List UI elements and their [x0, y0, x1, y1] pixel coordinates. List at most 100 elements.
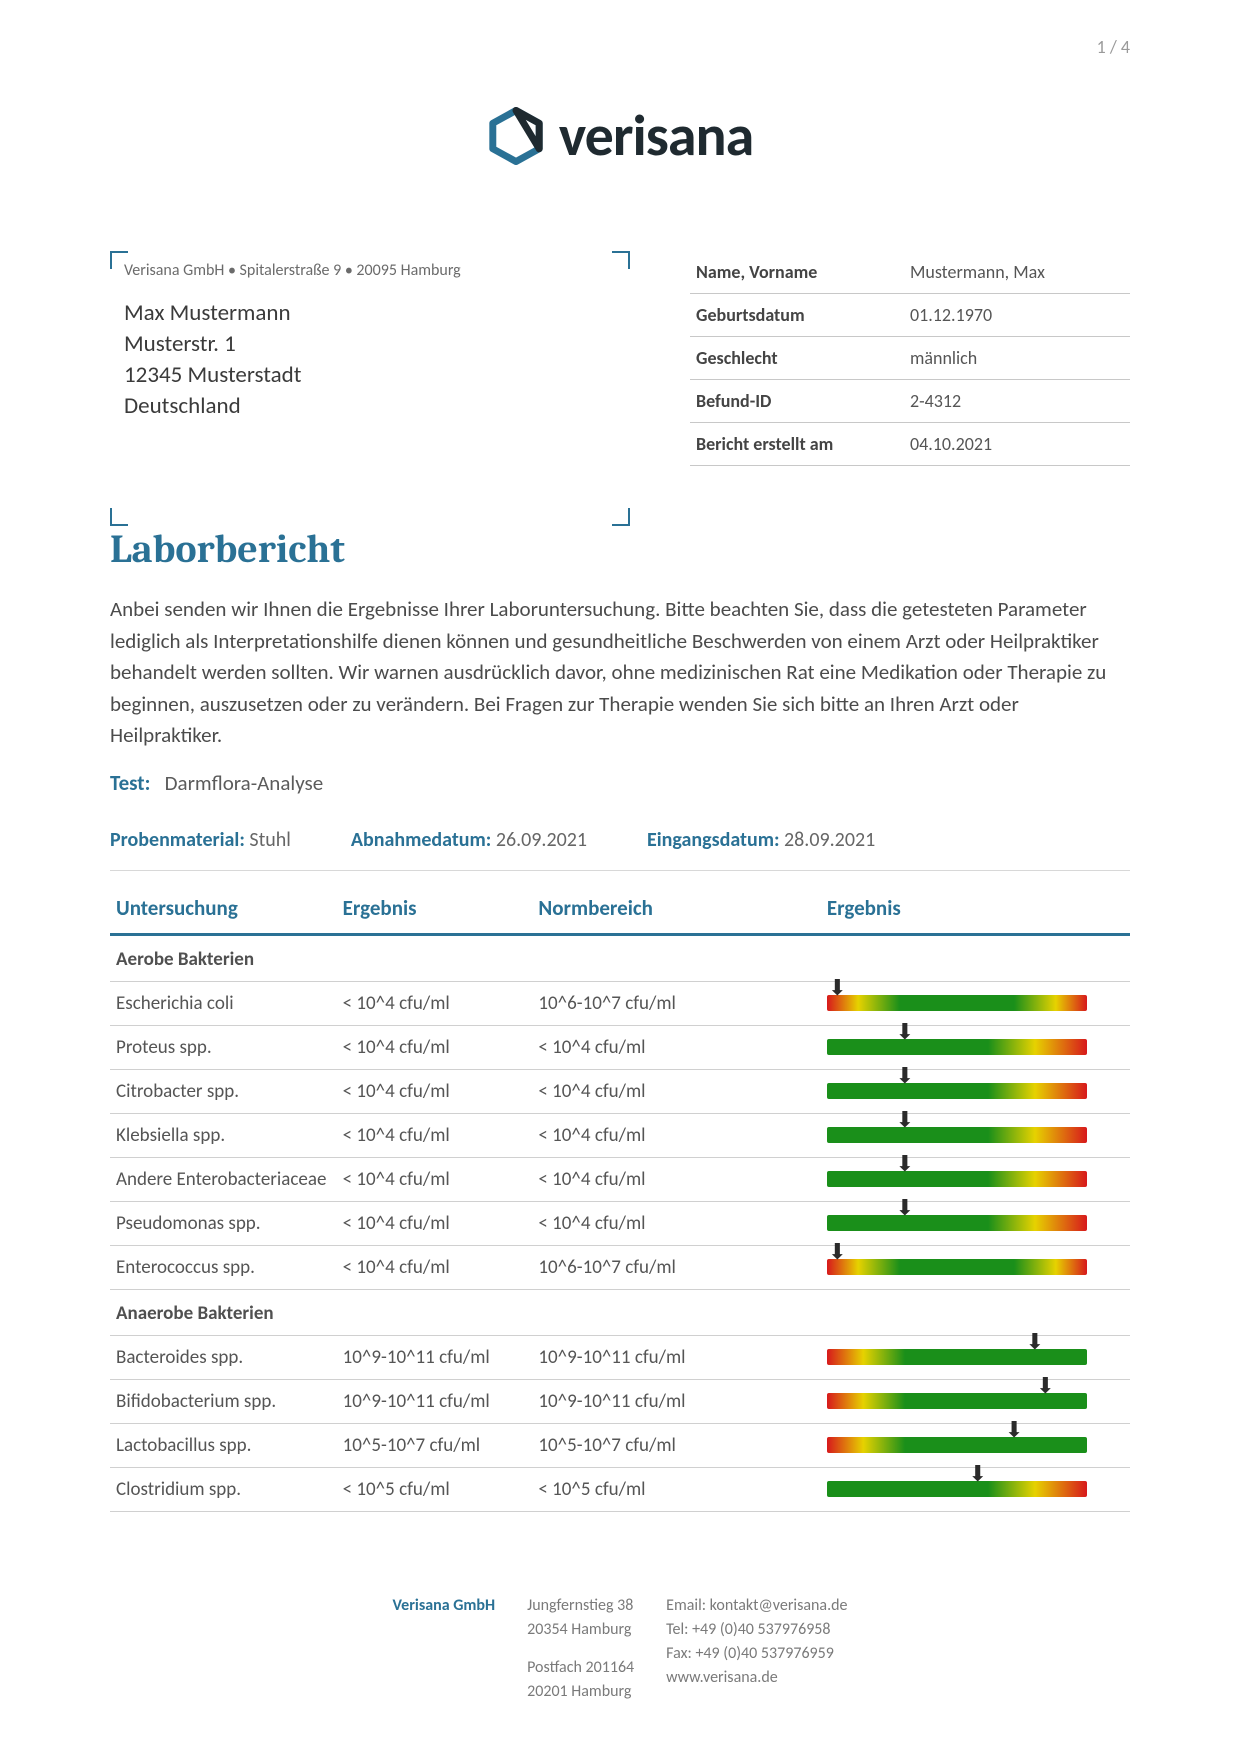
param-name: Escherichia coli	[110, 981, 337, 1025]
param-result: < 10^4 cfu/ml	[337, 1069, 533, 1113]
param-gauge-cell: ⬇	[821, 1245, 1130, 1289]
info-label: Geburtsdatum	[696, 304, 910, 326]
info-value: Mustermann, Max	[910, 261, 1124, 283]
param-norm: 10^5-10^7 cfu/ml	[532, 1423, 820, 1467]
param-result: 10^5-10^7 cfu/ml	[337, 1423, 533, 1467]
footer-addr1: Jungfernstieg 38	[527, 1594, 634, 1618]
meta-label: Probenmaterial:	[110, 828, 245, 852]
patient-info-row: Bericht erstellt am04.10.2021	[690, 423, 1130, 466]
gauge-bar: ⬇	[827, 1481, 1087, 1497]
arrow-down-icon: ⬇	[1036, 1375, 1054, 1397]
gauge-bar: ⬇	[827, 1437, 1087, 1453]
gauge-bar: ⬇	[827, 1083, 1087, 1099]
param-gauge-cell: ⬇	[821, 1201, 1130, 1245]
section-row: Aerobe Bakterien	[110, 934, 1130, 981]
table-row: Andere Enterobacteriaceae< 10^4 cfu/ml< …	[110, 1157, 1130, 1201]
param-norm: < 10^4 cfu/ml	[532, 1113, 820, 1157]
param-name: Bifidobacterium spp.	[110, 1379, 337, 1423]
recipient-street: Musterstr. 1	[124, 329, 616, 360]
patient-info-row: Geschlechtmännlich	[690, 337, 1130, 380]
param-result: < 10^4 cfu/ml	[337, 981, 533, 1025]
table-row: Citrobacter spp.< 10^4 cfu/ml< 10^4 cfu/…	[110, 1069, 1130, 1113]
footer-company: Verisana GmbH	[393, 1594, 496, 1704]
section-row: Anaerobe Bakterien	[110, 1289, 1130, 1335]
arrow-down-icon: ⬇	[896, 1021, 914, 1043]
sender-line: Verisana GmbH • Spitalerstraße 9 • 20095…	[124, 261, 616, 280]
recipient-address: Max Mustermann Musterstr. 1 12345 Muster…	[124, 298, 616, 422]
param-name: Bacteroides spp.	[110, 1335, 337, 1379]
info-label: Bericht erstellt am	[696, 433, 910, 455]
param-result: < 10^4 cfu/ml	[337, 1245, 533, 1289]
results-table: UntersuchungErgebnisNormbereichErgebnis …	[110, 885, 1130, 1512]
section-title: Aerobe Bakterien	[110, 934, 1130, 981]
table-row: Bacteroides spp.10^9-10^11 cfu/ml10^9-10…	[110, 1335, 1130, 1379]
footer-email: Email: kontakt@verisana.de	[666, 1594, 847, 1618]
param-result: < 10^4 cfu/ml	[337, 1201, 533, 1245]
param-name: Lactobacillus spp.	[110, 1423, 337, 1467]
footer-contact: Email: kontakt@verisana.de Tel: +49 (0)4…	[666, 1594, 847, 1704]
param-gauge-cell: ⬇	[821, 1335, 1130, 1379]
footer-web: www.verisana.de	[666, 1666, 847, 1690]
brand-logo: verisana	[110, 100, 1130, 171]
meta-value: Stuhl	[249, 828, 291, 852]
test-label: Test:	[110, 770, 150, 796]
brand-name: verisana	[559, 100, 754, 171]
arrow-down-icon: ⬇	[828, 977, 846, 999]
table-row: Clostridium spp.< 10^5 cfu/ml< 10^5 cfu/…	[110, 1467, 1130, 1511]
param-name: Proteus spp.	[110, 1025, 337, 1069]
recipient-country: Deutschland	[124, 391, 616, 422]
page-number: 1 / 4	[1097, 36, 1130, 58]
param-name: Citrobacter spp.	[110, 1069, 337, 1113]
table-row: Proteus spp.< 10^4 cfu/ml< 10^4 cfu/ml⬇	[110, 1025, 1130, 1069]
gauge-bar: ⬇	[827, 1393, 1087, 1409]
param-gauge-cell: ⬇	[821, 1157, 1130, 1201]
arrow-down-icon: ⬇	[896, 1109, 914, 1131]
param-norm: < 10^4 cfu/ml	[532, 1157, 820, 1201]
info-value: 01.12.1970	[910, 304, 1124, 326]
footer-addr4: 20201 Hamburg	[527, 1680, 634, 1704]
param-name: Klebsiella spp.	[110, 1113, 337, 1157]
table-row: Enterococcus spp.< 10^4 cfu/ml10^6-10^7 …	[110, 1245, 1130, 1289]
info-value: männlich	[910, 347, 1124, 369]
gauge-bar: ⬇	[827, 1215, 1087, 1231]
recipient-name: Max Mustermann	[124, 298, 616, 329]
gauge-bar: ⬇	[827, 1349, 1087, 1365]
page-footer: Verisana GmbH Jungfernstieg 38 20354 Ham…	[0, 1594, 1240, 1704]
report-title: Laborbericht	[110, 526, 1130, 572]
param-result: < 10^4 cfu/ml	[337, 1157, 533, 1201]
table-row: Escherichia coli< 10^4 cfu/ml10^6-10^7 c…	[110, 981, 1130, 1025]
arrow-down-icon: ⬇	[968, 1463, 986, 1485]
gauge-bar: ⬇	[827, 1127, 1087, 1143]
param-norm: 10^6-10^7 cfu/ml	[532, 1245, 820, 1289]
footer-fax: Fax: +49 (0)40 537976959	[666, 1642, 847, 1666]
section-title: Anaerobe Bakterien	[110, 1289, 1130, 1335]
table-row: Pseudomonas spp.< 10^4 cfu/ml< 10^4 cfu/…	[110, 1201, 1130, 1245]
param-gauge-cell: ⬇	[821, 1025, 1130, 1069]
param-norm: < 10^4 cfu/ml	[532, 1201, 820, 1245]
info-label: Geschlecht	[696, 347, 910, 369]
patient-info-table: Name, VornameMustermann, MaxGeburtsdatum…	[690, 251, 1130, 466]
param-norm: < 10^5 cfu/ml	[532, 1467, 820, 1511]
table-header: Ergebnis	[337, 885, 533, 935]
table-row: Bifidobacterium spp.10^9-10^11 cfu/ml10^…	[110, 1379, 1130, 1423]
patient-info-row: Geburtsdatum01.12.1970	[690, 294, 1130, 337]
hexagon-icon	[487, 107, 545, 165]
param-gauge-cell: ⬇	[821, 981, 1130, 1025]
recipient-city: 12345 Musterstadt	[124, 360, 616, 391]
param-gauge-cell: ⬇	[821, 1379, 1130, 1423]
footer-addr3: Postfach 201164	[527, 1656, 634, 1680]
param-norm: 10^9-10^11 cfu/ml	[532, 1379, 820, 1423]
arrow-down-icon: ⬇	[1005, 1419, 1023, 1441]
gauge-bar: ⬇	[827, 1171, 1087, 1187]
arrow-down-icon: ⬇	[1026, 1331, 1044, 1353]
table-header: Normbereich	[532, 885, 820, 935]
param-norm: < 10^4 cfu/ml	[532, 1069, 820, 1113]
param-norm: 10^9-10^11 cfu/ml	[532, 1335, 820, 1379]
table-header: Ergebnis	[821, 885, 1130, 935]
info-value: 04.10.2021	[910, 433, 1124, 455]
arrow-down-icon: ⬇	[828, 1241, 846, 1263]
table-header: Untersuchung	[110, 885, 337, 935]
meta-value: 28.09.2021	[784, 828, 875, 852]
param-result: < 10^4 cfu/ml	[337, 1113, 533, 1157]
patient-info-row: Befund-ID2-4312	[690, 380, 1130, 423]
